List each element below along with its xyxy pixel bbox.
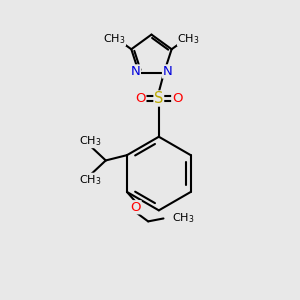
Text: O: O	[130, 201, 141, 214]
Text: CH$_3$: CH$_3$	[172, 211, 195, 225]
Text: N: N	[163, 65, 172, 78]
Text: O: O	[172, 92, 182, 105]
Text: CH$_3$: CH$_3$	[103, 32, 125, 46]
Text: CH$_3$: CH$_3$	[79, 173, 101, 187]
Text: O: O	[135, 92, 146, 105]
Text: CH$_3$: CH$_3$	[79, 134, 101, 148]
Text: CH$_3$: CH$_3$	[178, 32, 200, 46]
Text: S: S	[154, 91, 164, 106]
Text: N: N	[130, 65, 140, 78]
